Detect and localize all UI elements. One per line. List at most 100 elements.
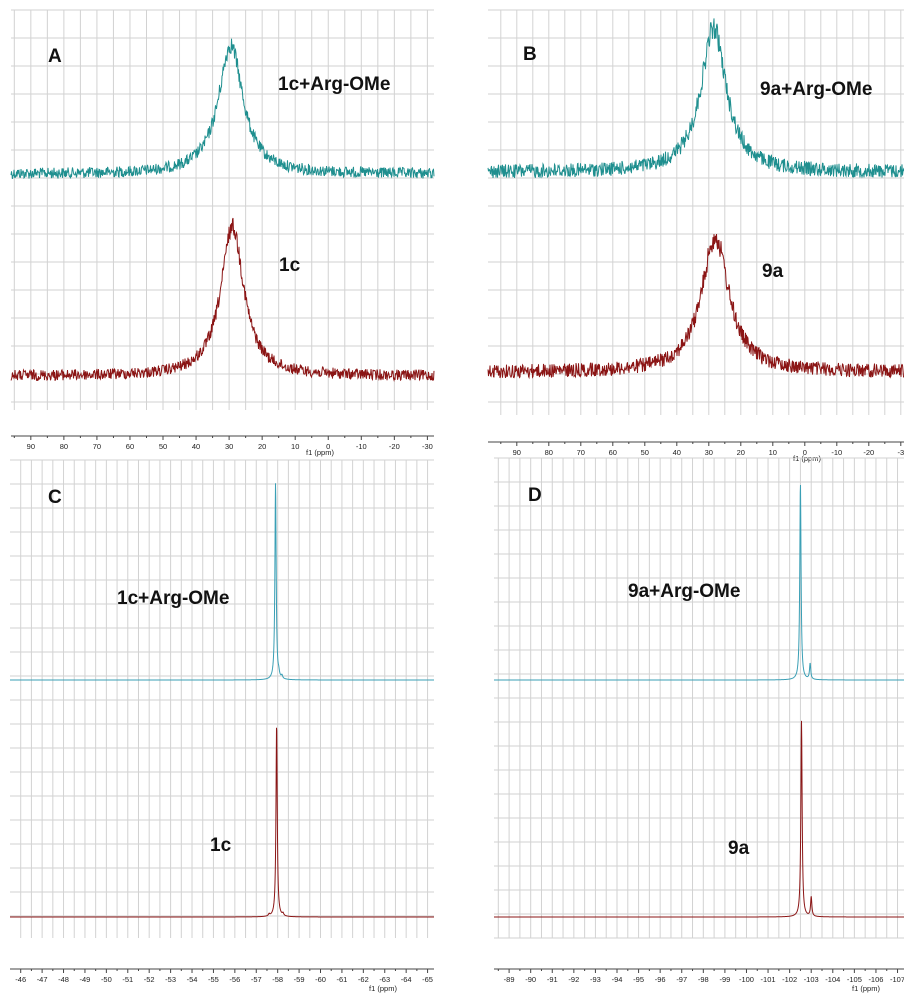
- panel-d-lower-label: 9a: [728, 838, 750, 859]
- panel-c-tick-label: -47: [37, 975, 48, 984]
- panel-b-upper-label: 9a+Arg-OMe: [760, 79, 872, 100]
- panel-a-tick-label: 90: [27, 442, 35, 451]
- panel-b: B 9a+Arg-OMe 9a 90 80 70 60 50 40 30 20 10 0 -10 -2…: [487, 9, 904, 463]
- panel-d-grid: [494, 457, 904, 939]
- panel-d-axis: -89 -90 -91 -92 -93 -94 -95 -96 -97 -98 -99 -100 -10…: [494, 968, 904, 984]
- panel-b-tick-label: 0: [803, 448, 807, 457]
- panel-c-tick-label: -58: [272, 975, 283, 984]
- panel-c-tick-label: -65: [422, 975, 433, 984]
- panel-d-tick-label: -98: [698, 975, 709, 984]
- panel-a-tick-label: 10: [291, 442, 299, 451]
- panel-b-tick-label: 80: [545, 448, 553, 457]
- panel-b-tick-label: -20: [863, 448, 874, 457]
- panel-a-tick-label: -20: [389, 442, 400, 451]
- panel-a-lower-label: 1c: [279, 255, 301, 276]
- panel-a-tick-label: -30: [422, 442, 433, 451]
- panel-d-tick-label: -104: [825, 975, 840, 984]
- panel-d-tick-label: -105: [847, 975, 862, 984]
- panel-b-tick-label: 60: [609, 448, 617, 457]
- panel-d-tick-label: -89: [504, 975, 515, 984]
- panel-b-tick-label: -10: [831, 448, 842, 457]
- panel-c-tick-label: -61: [336, 975, 347, 984]
- panel-a-letter: A: [48, 46, 62, 67]
- panel-b-grid: [488, 9, 904, 415]
- panel-c-tick-label: -64: [401, 975, 412, 984]
- panel-c-tick-label: -59: [294, 975, 305, 984]
- panel-c-upper-label: 1c+Arg-OMe: [117, 588, 229, 609]
- panel-b-tick-label: 20: [737, 448, 745, 457]
- panel-c-letter: C: [48, 487, 62, 508]
- panel-d-tick-label: -107: [890, 975, 904, 984]
- panel-a-tick-label: -10: [356, 442, 367, 451]
- panel-d-tick-label: -92: [568, 975, 579, 984]
- panel-c-upper-spectrum: [10, 483, 434, 681]
- panel-d-tick-label: -106: [868, 975, 883, 984]
- panel-c-tick-label: -52: [144, 975, 155, 984]
- panel-a-tick-label: 0: [326, 442, 330, 451]
- panel-d-axis-title: f1 (ppm): [852, 984, 880, 993]
- panel-a-upper-label: 1c+Arg-OMe: [278, 74, 390, 95]
- panel-c-grid: [10, 459, 434, 938]
- panel-c-axis-title: f1 (ppm): [369, 984, 397, 993]
- panel-d-tick-label: -91: [547, 975, 558, 984]
- panel-d-tick-label: -95: [633, 975, 644, 984]
- panel-d-lower-spectrum: [494, 720, 904, 918]
- panel-b-tick-label: 70: [577, 448, 585, 457]
- panel-c-lower-label: 1c: [210, 835, 232, 856]
- panel-b-tick-label: 10: [769, 448, 777, 457]
- panel-a-tick-label: 40: [192, 442, 200, 451]
- panel-c-tick-label: -57: [251, 975, 262, 984]
- panel-d-tick-label: -102: [782, 975, 797, 984]
- panel-d-tick-label: -94: [612, 975, 623, 984]
- panel-c-tick-label: -55: [208, 975, 219, 984]
- panel-a-lower-spectrum: [10, 217, 435, 383]
- panel-a-tick-label: 30: [225, 442, 233, 451]
- panel-b-tick-label: 50: [641, 448, 649, 457]
- panel-c-tick-label: -50: [101, 975, 112, 984]
- panel-b-tick-label: 30: [705, 448, 713, 457]
- panel-d-letter: D: [528, 485, 542, 506]
- panel-a-tick-label: 60: [126, 442, 134, 451]
- panel-b-upper-spectrum: [487, 18, 904, 179]
- panel-c-tick-label: -49: [80, 975, 91, 984]
- panel-c-tick-label: -62: [358, 975, 369, 984]
- panel-c-tick-label: -53: [165, 975, 176, 984]
- panel-d-tick-label: -93: [590, 975, 601, 984]
- panel-d-tick-label: -100: [739, 975, 754, 984]
- panel-a-tick-label: 20: [258, 442, 266, 451]
- panel-c-tick-label: -48: [58, 975, 69, 984]
- panel-d-tick-label: -101: [761, 975, 776, 984]
- panel-d-upper-label: 9a+Arg-OMe: [628, 581, 740, 602]
- panel-d-tick-label: -96: [655, 975, 666, 984]
- panel-d: D 9a+Arg-OMe 9a -89 -90 -91 -92 -93 -94 -95 -96…: [494, 457, 904, 993]
- panel-a-tick-label: 70: [93, 442, 101, 451]
- panel-b-axis: 90 80 70 60 50 40 30 20 10 0 -10 -20 -3: [488, 441, 904, 457]
- panel-c-axis: -46 -47 -48 -49 -50 -51 -52 -53 -54 -55 -56 -57 -58 -…: [10, 968, 434, 984]
- panel-b-lower-spectrum: [487, 234, 904, 380]
- panel-c-lower-spectrum: [10, 727, 434, 918]
- panel-b-tick-label: 40: [673, 448, 681, 457]
- panel-a: A 1c+Arg-OMe 1c 90 80 70 60 50 40 30 20 10 0 -10 -2…: [10, 9, 435, 457]
- panel-c-tick-label: -60: [315, 975, 326, 984]
- panel-a-axis: 90 80 70 60 50 40 30 20 10 0 -10 -20 -30: [11, 435, 434, 451]
- panel-c: C 1c+Arg-OMe 1c -46 -47 -48 -49 -50 -51 -52 -53…: [10, 459, 434, 993]
- panel-b-letter: B: [523, 44, 537, 65]
- panel-b-lower-label: 9a: [762, 261, 784, 282]
- panel-d-tick-label: -90: [525, 975, 536, 984]
- panel-c-tick-label: -46: [15, 975, 26, 984]
- panel-c-tick-label: -63: [379, 975, 390, 984]
- panel-a-tick-label: 50: [159, 442, 167, 451]
- panel-d-tick-label: -99: [719, 975, 730, 984]
- panel-c-tick-label: -54: [187, 975, 198, 984]
- panel-d-tick-label: -103: [804, 975, 819, 984]
- panel-a-grid: [11, 9, 434, 410]
- panel-d-tick-label: -97: [676, 975, 687, 984]
- panel-a-axis-title: f1 (ppm): [306, 448, 334, 457]
- panel-b-tick-label: -3: [897, 448, 904, 457]
- panel-b-tick-label: 90: [513, 448, 521, 457]
- panel-c-tick-label: -51: [122, 975, 133, 984]
- panel-a-upper-spectrum: [10, 38, 435, 180]
- panel-a-tick-label: 80: [60, 442, 68, 451]
- panel-d-upper-spectrum: [494, 485, 904, 681]
